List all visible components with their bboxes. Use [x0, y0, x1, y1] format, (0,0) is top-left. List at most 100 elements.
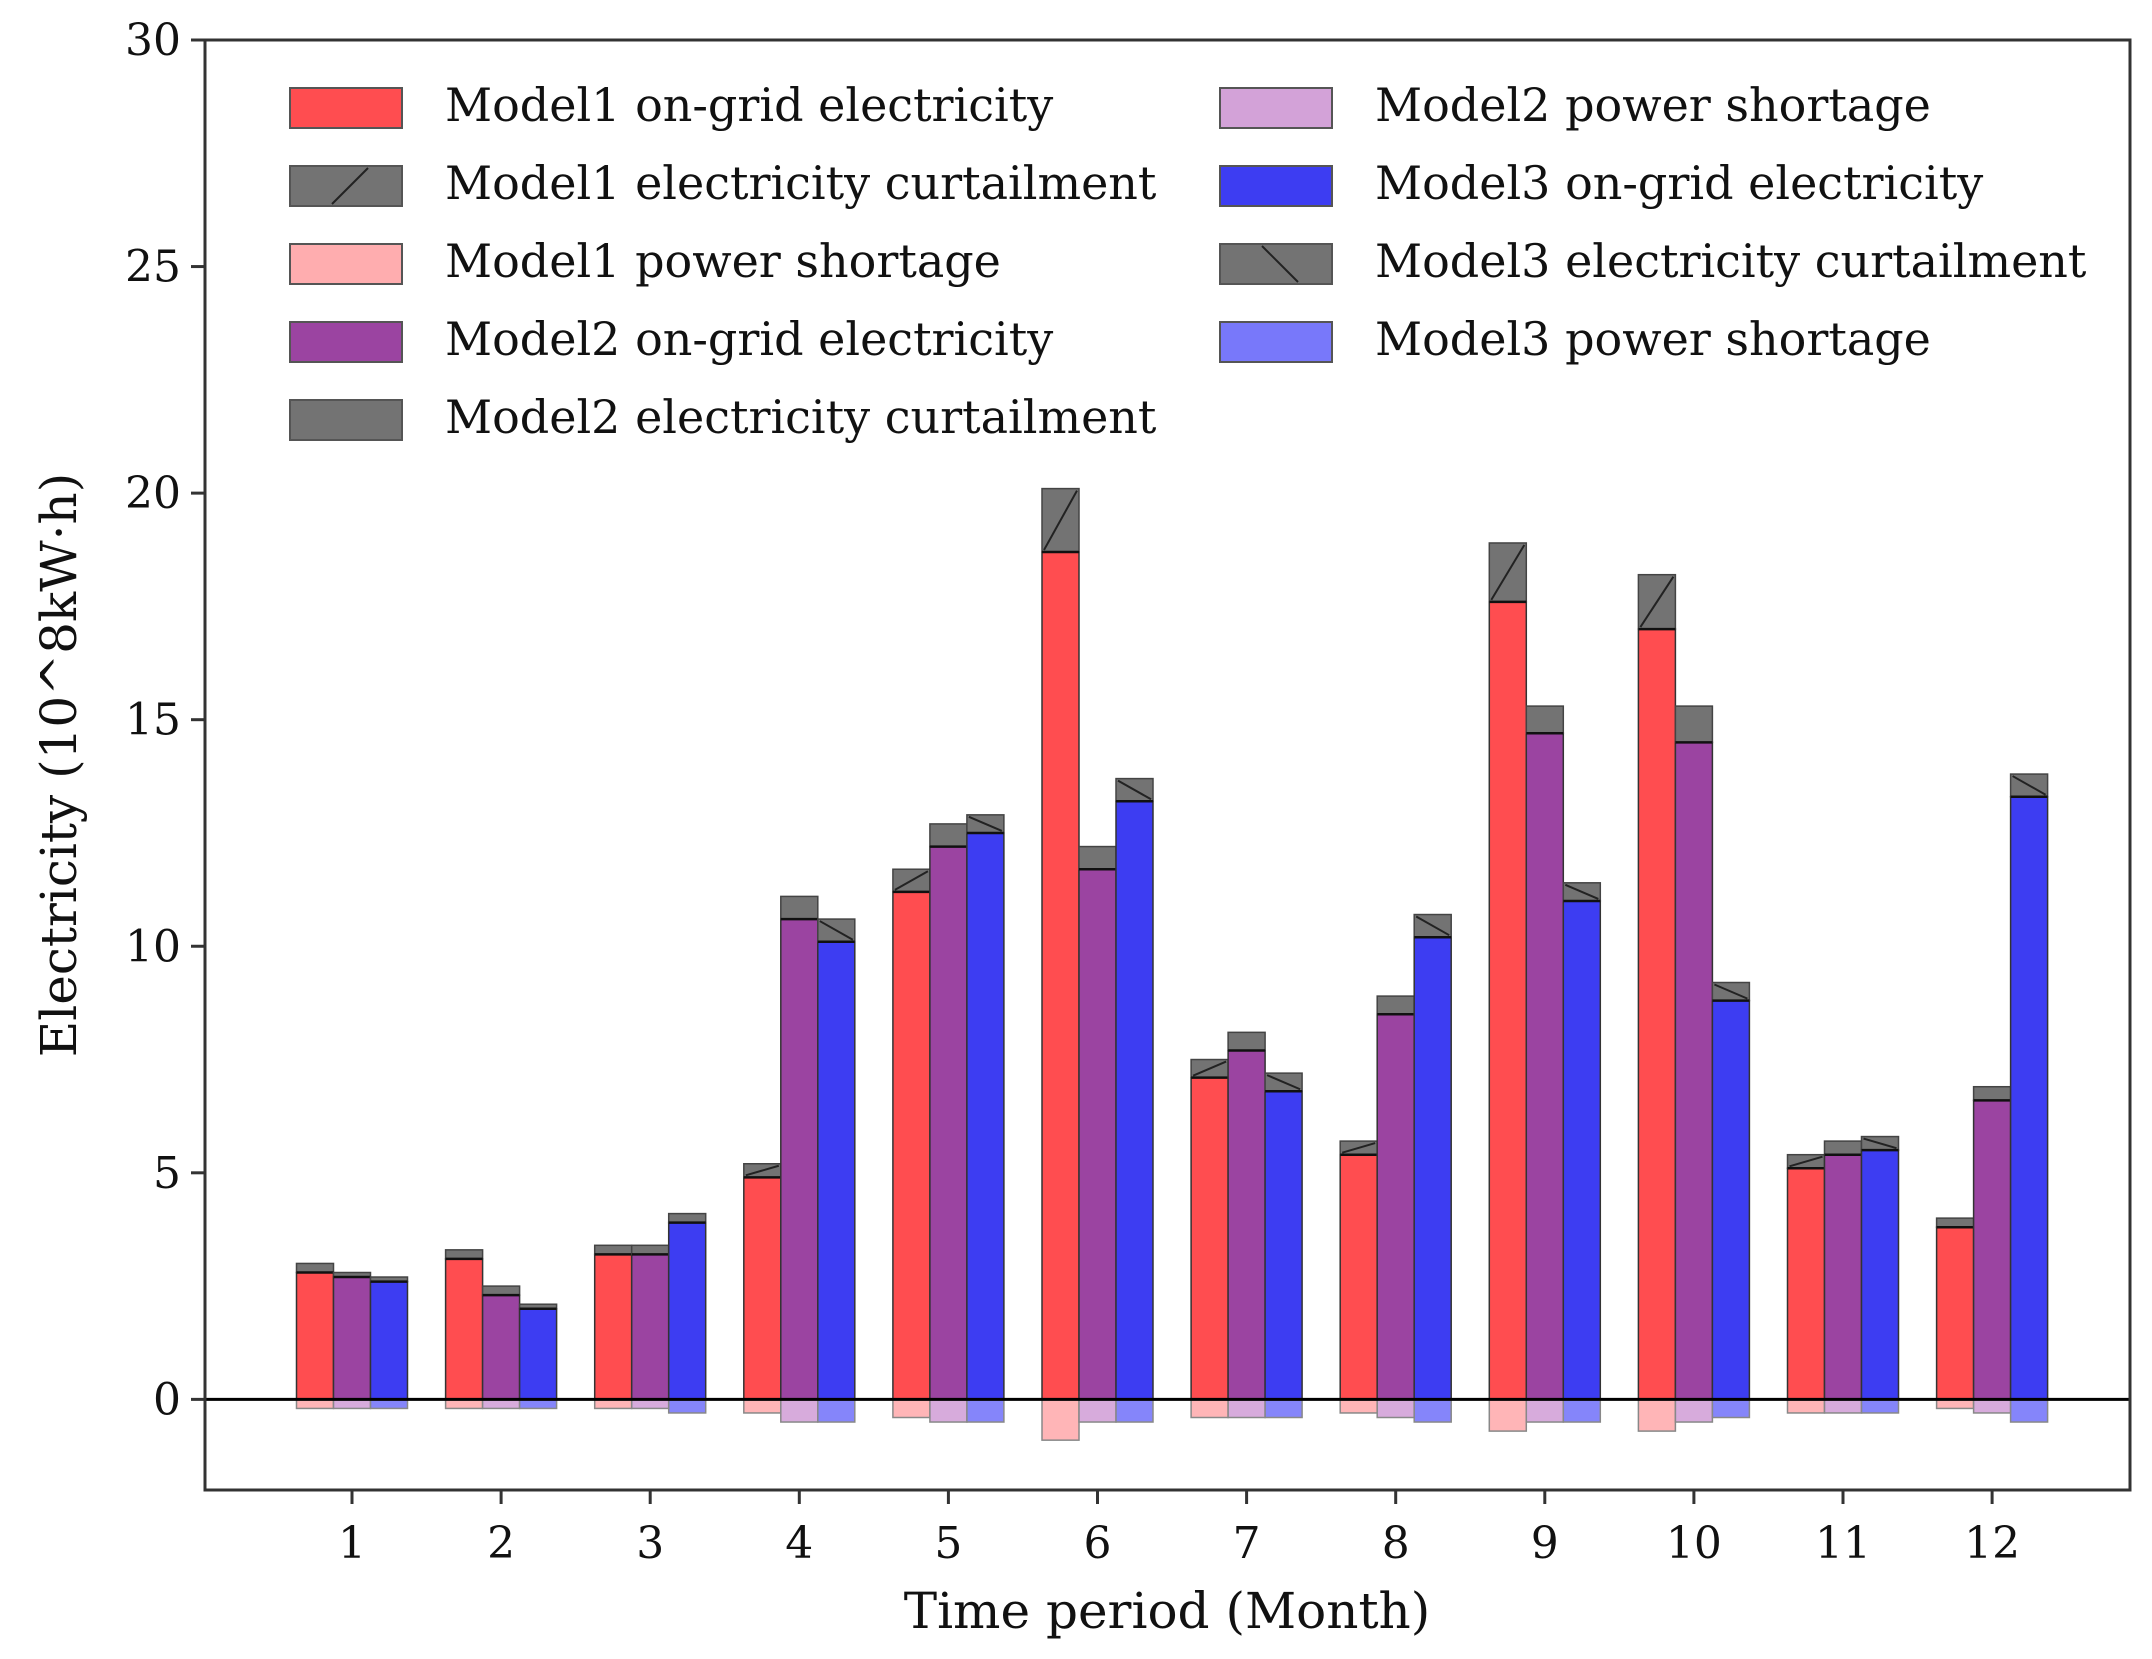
legend-hatch — [1261, 245, 1299, 283]
bar-model2-shortage-4 — [780, 1398, 819, 1423]
y-axis-title: Electricity (10^8kW·h) — [30, 473, 88, 1057]
bar-model1-on-grid-8 — [1339, 1153, 1378, 1401]
hatch-model1-5 — [894, 870, 929, 891]
bar-model2-shortage-5 — [929, 1398, 968, 1423]
bar-model2-on-grid-4 — [780, 918, 819, 1401]
bar-model1-curtailment-2 — [444, 1249, 484, 1260]
bar-model2-curtailment-7 — [1227, 1031, 1266, 1052]
bar-model2-shortage-10 — [1674, 1398, 1714, 1423]
legend-label: Model1 on-grid electricity — [445, 78, 1053, 132]
bar-model1-curtailment-12 — [1935, 1217, 1975, 1228]
y-tick-label: 0 — [153, 1374, 181, 1425]
bar-model3-shortage-3 — [667, 1398, 707, 1414]
x-tick-label: 2 — [487, 1518, 515, 1569]
legend-label: Model3 on-grid electricity — [1375, 156, 1983, 210]
y-tick-label: 30 — [125, 15, 181, 66]
y-axis: 0 5 10 15 20 25 30 — [125, 15, 205, 1425]
bar-model2-on-grid-7 — [1227, 1049, 1266, 1401]
bar-model2-curtailment-5 — [929, 823, 968, 848]
bar-model2-on-grid-8 — [1376, 1013, 1415, 1401]
bar-model3-on-grid-8 — [1413, 936, 1452, 1401]
bar-model3-on-grid-2 — [518, 1308, 558, 1401]
bar-model2-curtailment-6 — [1078, 845, 1117, 870]
bar-model3-shortage-4 — [817, 1398, 856, 1423]
legend-swatch — [289, 87, 403, 129]
hatch-model1-11 — [1789, 1155, 1823, 1168]
bar-model3-on-grid-1 — [369, 1280, 409, 1401]
bar-model2-on-grid-3 — [630, 1253, 670, 1401]
bar-model2-on-grid-6 — [1078, 868, 1117, 1401]
x-tick-label: 9 — [1531, 1518, 1559, 1569]
bar-model2-shortage-12 — [1972, 1398, 2012, 1414]
y-tick-label: 25 — [125, 242, 181, 293]
bar-model1-on-grid-3 — [593, 1253, 633, 1401]
bar-model2-curtailment-12 — [1972, 1085, 2012, 1102]
bar-model2-on-grid-9 — [1525, 732, 1565, 1401]
bar-model2-curtailment-3 — [630, 1244, 670, 1256]
bar-model2-shortage-6 — [1078, 1398, 1117, 1423]
bar-model3-shortage-9 — [1562, 1398, 1602, 1423]
hatch-model3-7 — [1266, 1074, 1301, 1091]
legend-label: Model2 power shortage — [1375, 78, 1931, 132]
bar-model2-shortage-7 — [1227, 1398, 1266, 1419]
legend-hatch — [331, 167, 369, 205]
bar-model3-shortage-12 — [2009, 1398, 2049, 1423]
y-tick-label: 15 — [125, 695, 181, 746]
hatch-model1-8 — [1341, 1142, 1376, 1154]
bar-model3-on-grid-3 — [667, 1221, 707, 1401]
x-tick-label: 5 — [934, 1518, 962, 1569]
legend-swatch — [289, 399, 403, 441]
legend-swatch — [1219, 165, 1333, 207]
x-tick-label: 11 — [1815, 1518, 1871, 1569]
x-tick-label: 1 — [338, 1518, 366, 1569]
hatch-model1-7 — [1192, 1060, 1227, 1077]
bar-model1-shortage-6 — [1041, 1398, 1080, 1441]
legend-swatch — [1219, 243, 1333, 285]
hatch-model1-4 — [745, 1164, 780, 1177]
bar-model3-on-grid-12 — [2009, 795, 2049, 1401]
bar-model3-on-grid-9 — [1562, 900, 1602, 1401]
legend-label: Model2 on-grid electricity — [445, 312, 1053, 366]
bar-model1-on-grid-4 — [743, 1176, 782, 1401]
bar-model2-curtailment-11 — [1823, 1140, 1863, 1156]
hatch-model3-11 — [1863, 1137, 1897, 1150]
bar-model3-on-grid-11 — [1860, 1149, 1900, 1401]
bar-model2-shortage-11 — [1823, 1398, 1863, 1414]
bar-model1-on-grid-5 — [892, 891, 931, 1401]
hatch-model3-6 — [1117, 779, 1152, 801]
bar-model1-shortage-5 — [892, 1398, 931, 1419]
bar-model3-shortage-8 — [1413, 1398, 1452, 1423]
legend-swatch — [1219, 321, 1333, 363]
legend-label: Model2 electricity curtailment — [445, 390, 1157, 444]
x-axis-title: Time period (Month) — [904, 1582, 1431, 1640]
hatch-model1-10 — [1639, 576, 1675, 628]
x-tick-label: 7 — [1233, 1518, 1261, 1569]
hatch-model3-10 — [1714, 983, 1748, 1000]
x-axis: 1 2 3 4 5 6 7 8 9 10 11 12 — [338, 1490, 2020, 1569]
bar-model1-on-grid-7 — [1190, 1076, 1229, 1401]
legend-label: Model3 electricity curtailment — [1375, 234, 2087, 288]
legend-swatch — [289, 321, 403, 363]
bar-model3-shortage-10 — [1711, 1398, 1751, 1419]
bar-model1-shortage-7 — [1190, 1398, 1229, 1419]
bar-model3-on-grid-4 — [817, 940, 856, 1401]
legend-swatch — [289, 243, 403, 285]
bar-model2-on-grid-11 — [1823, 1153, 1863, 1401]
hatch-model3-9 — [1564, 883, 1599, 900]
bar-model3-shortage-6 — [1115, 1398, 1154, 1423]
x-tick-label: 8 — [1382, 1518, 1410, 1569]
y-tick-label: 10 — [125, 921, 181, 972]
bar-model2-curtailment-9 — [1525, 705, 1565, 735]
legend-label: Model3 power shortage — [1375, 312, 1931, 366]
bar-model2-shortage-9 — [1525, 1398, 1565, 1423]
bar-model2-on-grid-1 — [332, 1276, 372, 1401]
bar-model1-shortage-8 — [1339, 1398, 1378, 1414]
bar-model2-curtailment-8 — [1376, 995, 1415, 1015]
bar-model2-on-grid-12 — [1972, 1099, 2012, 1401]
bar-model1-on-grid-6 — [1041, 551, 1080, 1401]
hatch-model3-4 — [819, 920, 854, 941]
bar-model2-on-grid-5 — [929, 845, 968, 1401]
bar-model1-shortage-10 — [1637, 1398, 1677, 1432]
bar-model3-on-grid-6 — [1115, 800, 1154, 1401]
